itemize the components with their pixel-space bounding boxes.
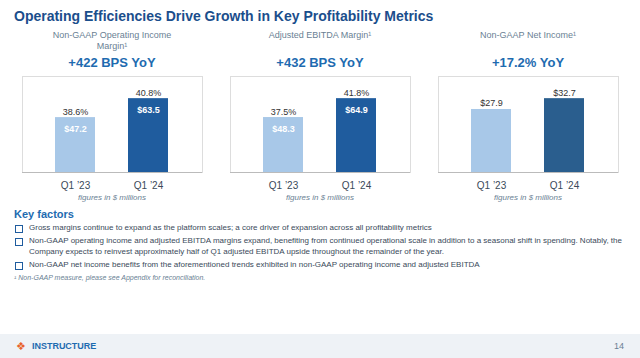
html-text:Non-GAAP Net Income¹: Non-GAAP Net Income¹	[480, 30, 576, 40]
svg-text:Q1 ’24: Q1 ’24	[134, 180, 164, 191]
svg-text:38.6%: 38.6%	[63, 107, 89, 117]
svg-text:Q1 ’23: Q1 ’23	[61, 180, 91, 191]
html-text:figures in $ millions: figures in $ millions	[494, 193, 562, 202]
html-text:Non-GAAP operating income and: Non-GAAP operating income and adjusted E…	[29, 236, 622, 256]
svg-text:Q1 ’23: Q1 ’23	[269, 180, 299, 191]
svg-text:40.8%: 40.8%	[136, 88, 162, 98]
svg-text:Q1 ’24: Q1 ’24	[342, 180, 372, 191]
svg-text:$48.3: $48.3	[272, 124, 295, 134]
svg-text:Q1 ’24: Q1 ’24	[550, 180, 580, 191]
html-text:Non-GAAP Operating Income Marg: Non-GAAP Operating Income Margin¹	[52, 30, 172, 52]
svg-text:$63.5: $63.5	[137, 105, 160, 115]
html-text:Non-GAAP net income benefits f: Non-GAAP net income benefits from the af…	[29, 260, 480, 270]
html-text:figures in $ millions: figures in $ millions	[286, 193, 354, 202]
html-text:14: 14	[614, 341, 624, 351]
svg-text:41.8%: 41.8%	[344, 88, 370, 98]
html-text:INSTRUCTURE: INSTRUCTURE	[31, 341, 97, 351]
svg-text:Q1 ’23: Q1 ’23	[477, 180, 507, 191]
svg-text:$64.9: $64.9	[345, 105, 368, 115]
html-text:¹ Non-GAAP measure, please see: ¹ Non-GAAP measure, please see Appendix …	[14, 273, 206, 281]
svg-text:$27.9: $27.9	[480, 98, 503, 108]
html-text:Gross margins continue to expa: Gross margins continue to expand as the …	[29, 223, 432, 232]
html-text:+432 BPS YoY: +432 BPS YoY	[276, 55, 364, 70]
html-text:+422 BPS YoY: +422 BPS YoY	[68, 55, 156, 70]
svg-text:$47.2: $47.2	[64, 124, 87, 134]
svg-text:$32.7: $32.7	[553, 88, 576, 98]
html-text:Operating Efficiencies Drive G: Operating Efficiencies Drive Growth in K…	[14, 8, 434, 24]
html-text:figures in $ millions: figures in $ millions	[78, 193, 146, 202]
html-text:Adjusted EBITDA Margin¹: Adjusted EBITDA Margin¹	[268, 30, 372, 40]
html-text:+17.2% YoY: +17.2% YoY	[491, 55, 565, 70]
html-text:Key factors: Key factors	[14, 208, 74, 220]
svg-text:37.5%: 37.5%	[271, 107, 297, 117]
